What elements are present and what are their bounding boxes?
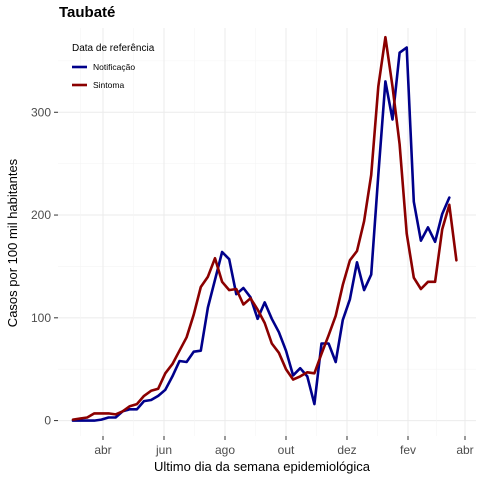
x-tick-label: fev xyxy=(400,443,416,457)
legend-title: Data de referência xyxy=(72,43,155,54)
legend-label-sintoma: Sintoma xyxy=(93,80,124,90)
x-tick-label: abr xyxy=(94,443,111,457)
x-axis-ticks: abr jun ago out dez fev abr xyxy=(94,443,473,457)
series-line-sintoma xyxy=(71,35,458,421)
y-axis-title: Casos por 100 mil habitantes xyxy=(5,158,20,327)
x-tick-label: dez xyxy=(337,443,356,457)
chart-title: Taubaté xyxy=(59,4,115,21)
y-tick-label: 0 xyxy=(44,414,51,428)
legend: Data de referência Notificação Sintoma xyxy=(72,43,155,90)
x-axis-title: Ultimo dia da semana epidemiológica xyxy=(154,459,371,474)
series-line-notificacao xyxy=(71,46,451,422)
legend-items: Notificação Sintoma xyxy=(72,62,135,90)
y-axis-ticks: 0 100 200 300 xyxy=(31,105,51,427)
x-tick-label: out xyxy=(278,443,295,457)
y-tick-label: 100 xyxy=(31,311,51,325)
legend-label-notificacao: Notificação xyxy=(93,62,135,72)
axis-frame xyxy=(54,111,466,440)
y-tick-label: 300 xyxy=(31,105,51,119)
x-tick-label: abr xyxy=(456,443,473,457)
x-tick-label: jun xyxy=(155,443,172,457)
y-tick-label: 200 xyxy=(31,208,51,222)
data-series xyxy=(71,35,458,422)
grid-lines xyxy=(58,28,476,436)
x-tick-label: ago xyxy=(215,443,235,457)
